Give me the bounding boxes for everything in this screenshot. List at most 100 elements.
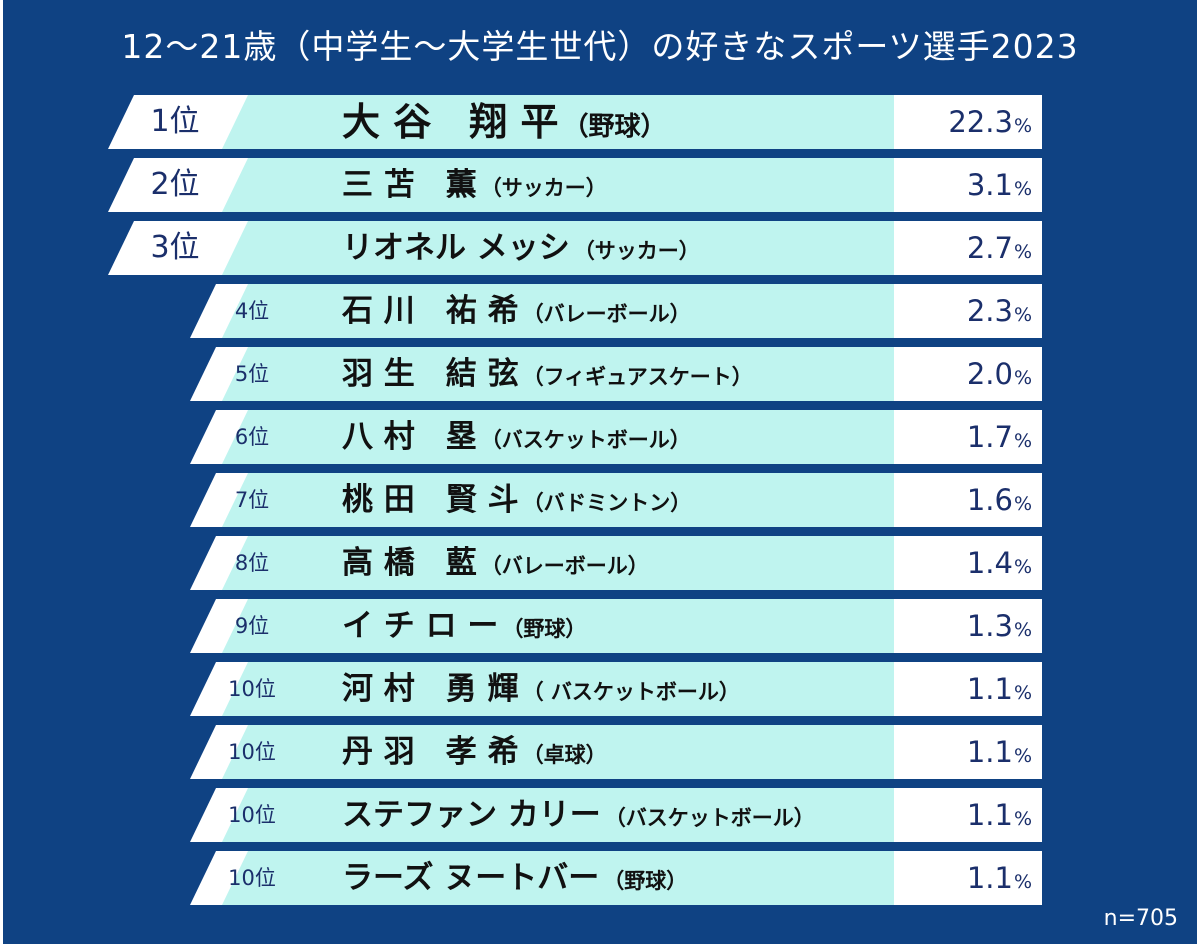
name-band [222, 788, 894, 842]
value-band [894, 788, 1042, 842]
player-entry: 高 橋 藍（バレーボール） [342, 536, 649, 590]
name-band [222, 158, 894, 212]
percent-unit: % [1013, 619, 1032, 641]
percent-unit: % [1013, 556, 1032, 578]
percent-unit: % [1013, 304, 1032, 326]
value-band [894, 536, 1042, 590]
sample-size-note: n=705 [1103, 906, 1178, 931]
rank-label: 10位 [228, 803, 276, 827]
rank-label: 6位 [234, 425, 270, 449]
name-band [222, 725, 894, 779]
percent-number: 2.7 [966, 231, 1013, 265]
player-name: リオネル メッシ [342, 230, 570, 266]
player-name: 三 苫 薫 [342, 167, 477, 203]
player-name: ラーズ ヌートバー [342, 860, 600, 896]
name-band [222, 599, 894, 653]
sport-label: （バスケットボール） [480, 428, 691, 452]
player-entry: ステファン カリー （バスケットボール） [342, 788, 815, 842]
percent-number: 1.4 [966, 546, 1013, 580]
rank-label: 8位 [234, 551, 270, 575]
rank-label: 3位 [150, 230, 200, 265]
player-name: 桃 田 賢 斗 [342, 482, 519, 518]
rank-label: 1位 [150, 104, 200, 139]
ranking-row: 8位 高 橋 藍（バレーボール） 1.4% [0, 536, 1200, 590]
player-entry: ラーズ ヌートバー （野球） [342, 851, 687, 905]
percent-number: 1.1 [966, 861, 1013, 895]
sport-label: （バレーボール） [480, 554, 649, 578]
percent-number: 1.1 [966, 735, 1013, 769]
rank-label: 9位 [234, 614, 270, 638]
player-name: 羽 生 結 弦 [342, 356, 519, 392]
player-name: 河 村 勇 輝 [342, 671, 519, 707]
name-band [222, 284, 894, 338]
name-band [222, 473, 894, 527]
rank-label: 7位 [234, 488, 270, 512]
sport-label: （野球） [603, 869, 688, 893]
percent-value: 2.0% [894, 347, 1032, 401]
percent-unit: % [1013, 745, 1032, 767]
sport-label: （サッカー） [480, 176, 607, 200]
rank-label: 5位 [234, 362, 270, 386]
percent-value: 22.3% [894, 95, 1032, 149]
percent-value: 1.3% [894, 599, 1032, 653]
name-band [222, 221, 894, 275]
percent-unit: % [1013, 178, 1032, 200]
ranking-row: 3位 リオネル メッシ （サッカー） 2.7% [0, 221, 1200, 275]
player-entry: リオネル メッシ （サッカー） [342, 221, 700, 275]
player-entry: 石 川 祐 希（バレーボール） [342, 284, 691, 338]
percent-number: 1.6 [966, 483, 1013, 517]
ranking-row: 10位 丹 羽 孝 希（卓球） 1.1% [0, 725, 1200, 779]
player-name: 丹 羽 孝 希 [342, 734, 519, 770]
value-band [894, 851, 1042, 905]
rank-band [108, 95, 250, 149]
percent-value: 1.1% [894, 851, 1032, 905]
rank-label: 10位 [228, 740, 276, 764]
player-entry: 三 苫 薫（サッカー） [342, 158, 607, 212]
player-entry: 桃 田 賢 斗（バドミントン） [342, 473, 691, 527]
name-band [222, 851, 894, 905]
value-band [894, 725, 1042, 779]
rank-label: 2位 [150, 167, 200, 202]
percent-value: 1.1% [894, 662, 1032, 716]
sport-label: （卓球） [522, 743, 607, 767]
percent-unit: % [1013, 430, 1032, 452]
player-name: 大 谷 翔 平 [342, 100, 559, 144]
percent-number: 22.3 [948, 105, 1013, 139]
player-name: 八 村 塁 [342, 419, 477, 455]
rank-label: 10位 [228, 866, 276, 890]
percent-unit: % [1013, 808, 1032, 830]
percent-value: 2.3% [894, 284, 1032, 338]
ranking-row: 4位 石 川 祐 希（バレーボール） 2.3% [0, 284, 1200, 338]
player-name: ステファン カリー [342, 797, 601, 833]
ranking-row: 2位 三 苫 薫（サッカー） 3.1% [0, 158, 1200, 212]
percent-number: 1.3 [966, 609, 1013, 643]
percent-value: 2.7% [894, 221, 1032, 275]
value-band [894, 158, 1042, 212]
percent-number: 2.3 [966, 294, 1013, 328]
name-band [222, 662, 894, 716]
sport-label: （フィギュアスケート） [522, 365, 753, 389]
percent-value: 1.7% [894, 410, 1032, 464]
player-name: 石 川 祐 希 [342, 293, 519, 329]
sport-label: （サッカー） [573, 239, 700, 263]
player-entry: 大 谷 翔 平（野球） [342, 95, 666, 149]
player-entry: イ チ ロ ー（野球） [342, 599, 586, 653]
rank-label: 4位 [234, 299, 270, 323]
ranking-row: 10位 ステファン カリー （バスケットボール） 1.1% [0, 788, 1200, 842]
rank-label: 10位 [228, 677, 276, 701]
sport-label: （ バスケットボール） [522, 680, 740, 704]
player-entry: 河 村 勇 輝（ バスケットボール） [342, 662, 740, 716]
chart-title: 12～21歳（中学生～大学生世代）の好きなスポーツ選手2023 [121, 27, 1079, 66]
ranking-row: 6位 八 村 塁（バスケットボール） 1.7% [0, 410, 1200, 464]
sport-label: （バドミントン） [522, 491, 692, 515]
player-entry: 八 村 塁（バスケットボール） [342, 410, 691, 464]
percent-value: 3.1% [894, 158, 1032, 212]
ranking-row: 1位 大 谷 翔 平（野球） 22.3% [0, 95, 1200, 149]
percent-number: 2.0 [966, 357, 1013, 391]
percent-value: 1.6% [894, 473, 1032, 527]
value-band [894, 662, 1042, 716]
value-band [894, 599, 1042, 653]
value-band [894, 284, 1042, 338]
percent-unit: % [1013, 682, 1032, 704]
